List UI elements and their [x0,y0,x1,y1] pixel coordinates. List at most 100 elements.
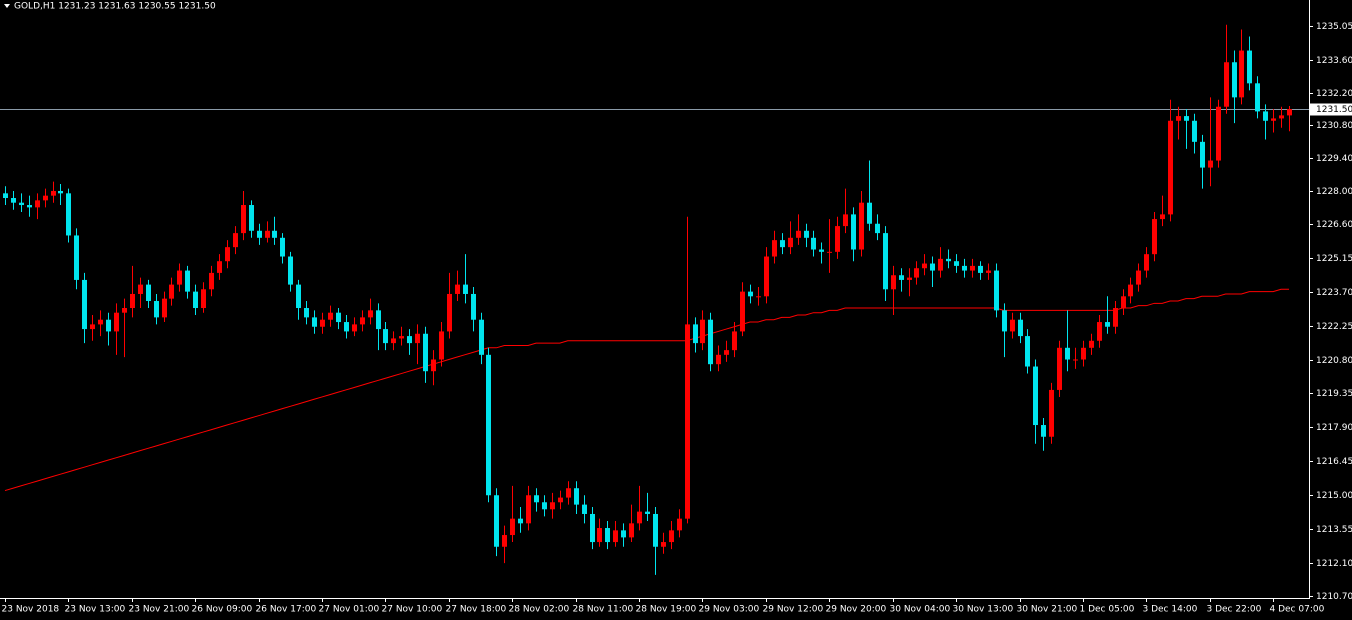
x-tick-label: 26 Nov 09:00 [192,605,253,615]
candle-body [201,289,206,309]
candle-body [439,331,444,360]
candle-body [954,261,959,266]
candle-body [146,284,151,301]
current-price-box [1310,103,1352,116]
candle-body [685,324,690,519]
candle-body [994,270,999,311]
candle-body [1216,106,1221,161]
candle-body [1279,115,1284,119]
candle-body [1018,319,1023,337]
candle-body [1025,336,1030,367]
candle-body [486,354,491,496]
candle-body [1128,284,1133,297]
candle-body [1168,120,1173,215]
candle-body [241,205,246,234]
candle-body [605,528,610,543]
candle-body [82,279,87,330]
candle-body [574,488,579,505]
candle-body [415,333,420,344]
candle-body [724,350,729,355]
candle-body [58,190,63,194]
candle-body [510,518,515,536]
candle-body [1010,319,1015,332]
x-tick-label: 26 Nov 17:00 [256,605,317,615]
candle-body [233,233,238,248]
candle-body [1105,322,1110,327]
candle-body [566,488,571,498]
candle-body [471,293,476,320]
candle-body [883,233,888,290]
candle-body [51,190,56,196]
y-tick-label: 1233.60 [1316,56,1352,66]
candle-body [1239,50,1244,98]
candle-body [669,530,674,543]
y-tick-label: 1215.00 [1316,491,1352,501]
candle-body [114,312,119,332]
candle-body [590,513,595,543]
x-tick-label: 28 Nov 02:00 [509,605,570,615]
candle-body [804,230,809,238]
candle-body [288,256,293,285]
candle-body [748,291,753,297]
candle-body [914,268,919,278]
candle-body [922,263,927,269]
candle-body [1113,308,1118,327]
candle-body [637,511,642,524]
x-tick-label: 3 Dec 14:00 [1143,605,1198,615]
candle-body [938,258,943,271]
candle-body [312,317,317,327]
candle-body [597,528,602,543]
candle-body [1152,219,1157,255]
candle-body [621,530,626,538]
x-tick-label: 28 Nov 11:00 [573,605,634,615]
candle-body [265,230,270,238]
candle-body [1073,359,1078,361]
x-tick-label: 30 Nov 21:00 [1017,605,1078,615]
candle-body [1232,62,1237,98]
x-tick-label: 29 Nov 03:00 [699,605,760,615]
candle-body [875,223,880,234]
current-price-label: 1231.50 [1316,105,1352,115]
candle-body [653,513,658,547]
candle-body [35,200,40,208]
candle-body [946,258,951,262]
candle-body [740,291,745,332]
candle-body [27,205,32,208]
candle-body [1263,111,1268,121]
candle-body [645,511,650,514]
candle-body [1097,322,1102,341]
candle-body [130,293,135,309]
x-tick-label: 23 Nov 13:00 [65,605,126,615]
candle-body [376,310,381,330]
candle-body [122,308,127,313]
candle-body [1247,50,1252,84]
x-tick-label: 30 Nov 13:00 [953,605,1014,615]
candle-body [352,324,357,332]
candle-body [930,263,935,271]
candle-body [835,226,840,252]
candle-body [859,202,864,250]
candle-body [534,495,539,503]
y-tick-label: 1217.90 [1316,423,1352,433]
candle-body [1002,310,1007,332]
candle-body [796,230,801,238]
candle-body [336,312,341,323]
candle-body [479,319,484,355]
y-tick-label: 1228.00 [1316,187,1352,197]
x-tick-label: 27 Nov 01:00 [319,605,380,615]
candle-body [772,240,777,257]
candle-body [732,331,737,351]
candle-body [447,293,452,332]
candle-body [526,495,531,524]
candle-body [1224,62,1229,107]
y-tick-label: 1219.35 [1316,389,1352,399]
y-tick-label: 1210.70 [1316,592,1352,602]
candle-body [225,247,230,262]
candle-body [1041,425,1046,437]
x-tick-label: 27 Nov 18:00 [446,605,507,615]
candle-body [1049,389,1054,437]
candle-body [1192,120,1197,142]
candle-body [296,284,301,309]
